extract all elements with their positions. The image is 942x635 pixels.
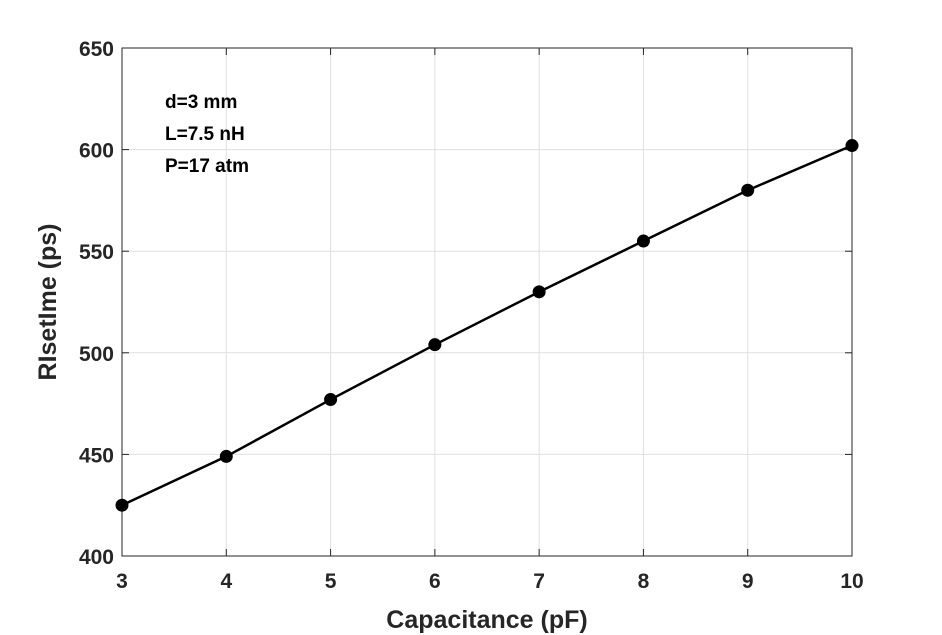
annotation: L=7.5 nH [165, 124, 245, 145]
x-tick-label: 3 [116, 570, 128, 593]
data-point [115, 498, 129, 512]
data-point [636, 234, 650, 248]
data-point [532, 285, 546, 299]
x-tick-label: 9 [742, 570, 754, 593]
y-axis-label: RIsetIme (ps) [34, 224, 62, 381]
x-tick-label: 5 [325, 570, 337, 593]
x-tick-label: 4 [220, 570, 232, 593]
x-tick-label: 6 [429, 570, 441, 593]
data-point [845, 139, 859, 153]
x-tick-label: 10 [840, 570, 863, 593]
data-point [741, 183, 755, 197]
y-tick-label: 500 [79, 343, 114, 366]
plot-frame [121, 47, 853, 557]
annotation: P=17 atm [165, 156, 249, 177]
y-tick-label: 400 [79, 546, 114, 569]
data-point [428, 338, 442, 352]
data-line [121, 144, 853, 507]
annotation: d=3 mm [165, 92, 237, 113]
x-axis-label: Capacitance (pF) [386, 606, 587, 634]
data-point [324, 393, 338, 407]
y-tick-label: 550 [79, 241, 114, 264]
y-tick-label: 450 [79, 444, 114, 467]
x-tick-label: 7 [533, 570, 545, 593]
y-tick-label: 650 [79, 38, 114, 61]
y-tick-label: 600 [79, 140, 114, 163]
x-tick-label: 8 [638, 570, 650, 593]
data-point [219, 449, 233, 463]
